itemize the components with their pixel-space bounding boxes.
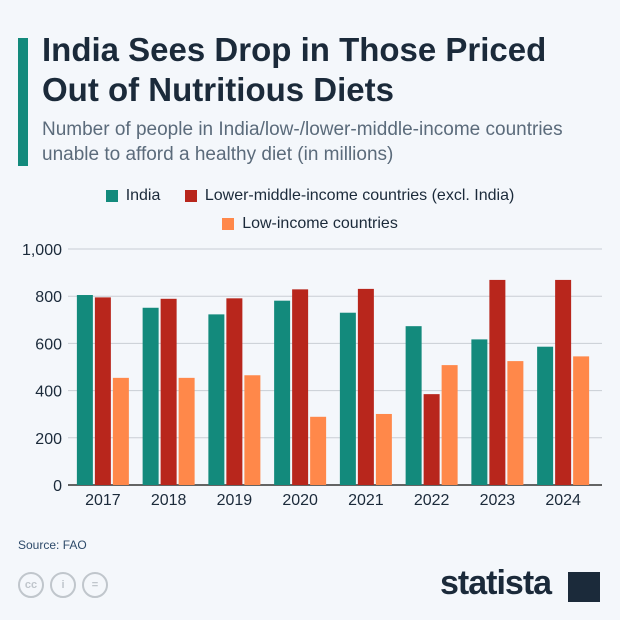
statista-logo-icon	[568, 572, 600, 602]
bar-low-income-countries-2021	[375, 413, 392, 485]
statista-logo: statista	[440, 564, 552, 602]
y-tick-label: 400	[35, 384, 62, 401]
source: Source: FAO	[18, 538, 87, 552]
y-tick-label: 600	[35, 336, 62, 353]
x-tick-label: 2021	[348, 492, 384, 509]
x-tick-label: 2024	[545, 492, 581, 509]
x-tick-label: 2023	[480, 492, 516, 509]
x-tick-label: 2018	[151, 492, 187, 509]
cc-icon: cc	[18, 572, 44, 598]
x-tick-label: 2017	[85, 492, 121, 509]
bar-lower-middle-income-countries-excl-india--2017	[94, 297, 111, 485]
legend-item-lmic: Lower-middle-income countries (excl. Ind…	[184, 183, 515, 209]
person-icon: i	[50, 572, 76, 598]
bar-india-2024	[537, 346, 554, 485]
chart-subtitle: Number of people in India/low-/lower-mid…	[42, 119, 563, 165]
x-tick-label: 2020	[282, 492, 318, 509]
y-tick-label: 800	[35, 289, 62, 306]
bar-low-income-countries-2019	[244, 375, 261, 485]
bar-india-2019	[208, 314, 225, 485]
x-tick-label: 2019	[217, 492, 253, 509]
bar-lower-middle-income-countries-excl-india--2019	[226, 298, 243, 485]
bar-india-2023	[471, 339, 488, 485]
bar-low-income-countries-2020	[310, 416, 327, 485]
y-tick-label: 0	[53, 478, 62, 495]
legend-label: India	[125, 187, 161, 204]
bar-lower-middle-income-countries-excl-india--2022	[423, 394, 440, 485]
legend-label: Lower-middle-income countries (excl. Ind…	[204, 187, 515, 204]
bar-low-income-countries-2018	[178, 377, 195, 485]
bar-india-2017	[76, 295, 93, 485]
bar-lower-middle-income-countries-excl-india--2021	[357, 288, 374, 485]
bar-low-income-countries-2024	[573, 356, 590, 485]
y-tick-label: 200	[35, 431, 62, 448]
bar-india-2021	[339, 312, 356, 485]
legend: India Lower-middle-income countries (exc…	[0, 183, 620, 239]
bar-india-2020	[274, 300, 291, 485]
chart-title: India Sees Drop in Those Priced Out of N…	[42, 31, 547, 108]
equals-icon: =	[82, 572, 108, 598]
bar-low-income-countries-2023	[507, 361, 524, 485]
x-tick-label: 2022	[414, 492, 450, 509]
bar-india-2018	[142, 307, 159, 485]
bar-lower-middle-income-countries-excl-india--2024	[555, 279, 572, 485]
legend-label: Low-income countries	[242, 215, 398, 232]
title-accent-bar	[18, 38, 28, 166]
bar-lower-middle-income-countries-excl-india--2020	[292, 289, 309, 485]
y-tick-label: 1,000	[22, 242, 62, 259]
bar-lower-middle-income-countries-excl-india--2018	[160, 298, 177, 485]
bar-low-income-countries-2022	[441, 365, 458, 485]
license-icons: cc i =	[18, 572, 108, 598]
bar-lower-middle-income-countries-excl-india--2023	[489, 279, 506, 485]
bar-low-income-countries-2017	[112, 377, 129, 485]
legend-item-low-income: Low-income countries	[222, 211, 398, 237]
legend-item-india: India	[105, 183, 161, 209]
bar-india-2022	[405, 326, 422, 485]
